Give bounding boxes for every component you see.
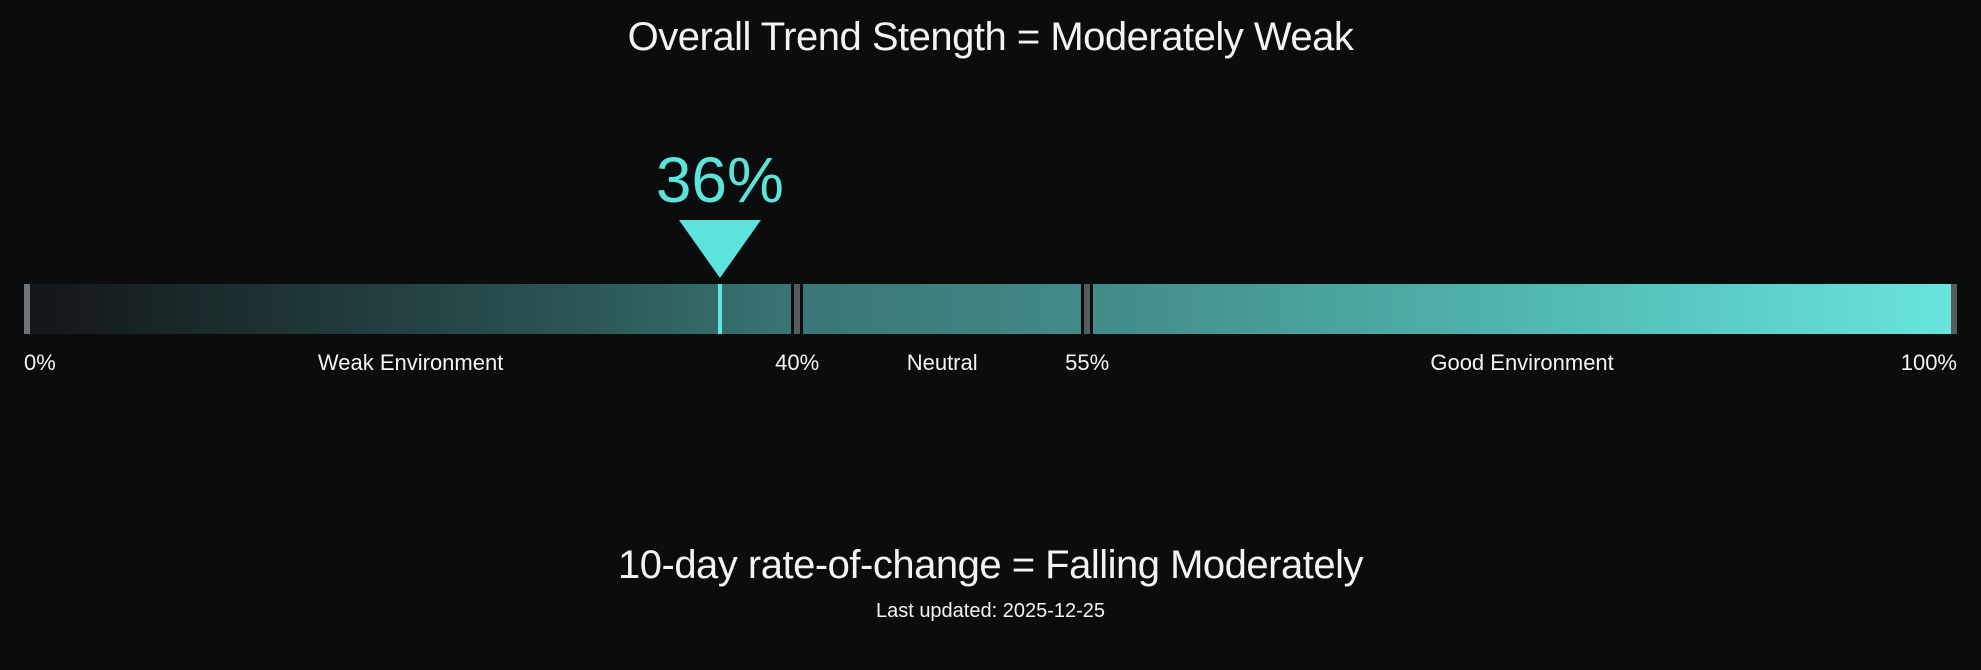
gauge-bar: [24, 284, 1957, 334]
page-title: Overall Trend Stength = Moderately Weak: [627, 15, 1354, 59]
gauge-axis-labels: 0% Weak Environment 40% Neutral 55% Good…: [24, 350, 1957, 378]
divider-40pct: [791, 284, 804, 334]
zone-label-good: Good Environment: [1430, 350, 1614, 375]
zone-label-weak: Weak Environment: [317, 350, 504, 375]
trend-strength-gauge: 36% 0% Weak Environment 40% Neutral 55% …: [24, 148, 1957, 378]
zone-label-neutral: Neutral: [906, 350, 978, 375]
gauge-marker: 36%: [656, 148, 784, 278]
tick-label-0: 0%: [24, 350, 56, 375]
current-value-line: [717, 284, 722, 334]
bar-start-tick: [24, 284, 30, 334]
marker-triangle-icon: [678, 220, 761, 278]
tick-label-40: 40%: [775, 350, 820, 375]
tick-label-100: 100%: [1900, 350, 1957, 375]
tick-label-55: 55%: [1065, 350, 1110, 375]
last-updated: Last updated: 2025-12-25: [875, 600, 1106, 622]
divider-55pct: [1081, 284, 1094, 334]
bar-end-tick: [1951, 284, 1957, 334]
gauge-marker-zone: 36%: [24, 148, 1957, 284]
marker-value: 36%: [655, 144, 784, 216]
rate-of-change-title: 10-day rate-of-change = Falling Moderate…: [618, 543, 1363, 587]
